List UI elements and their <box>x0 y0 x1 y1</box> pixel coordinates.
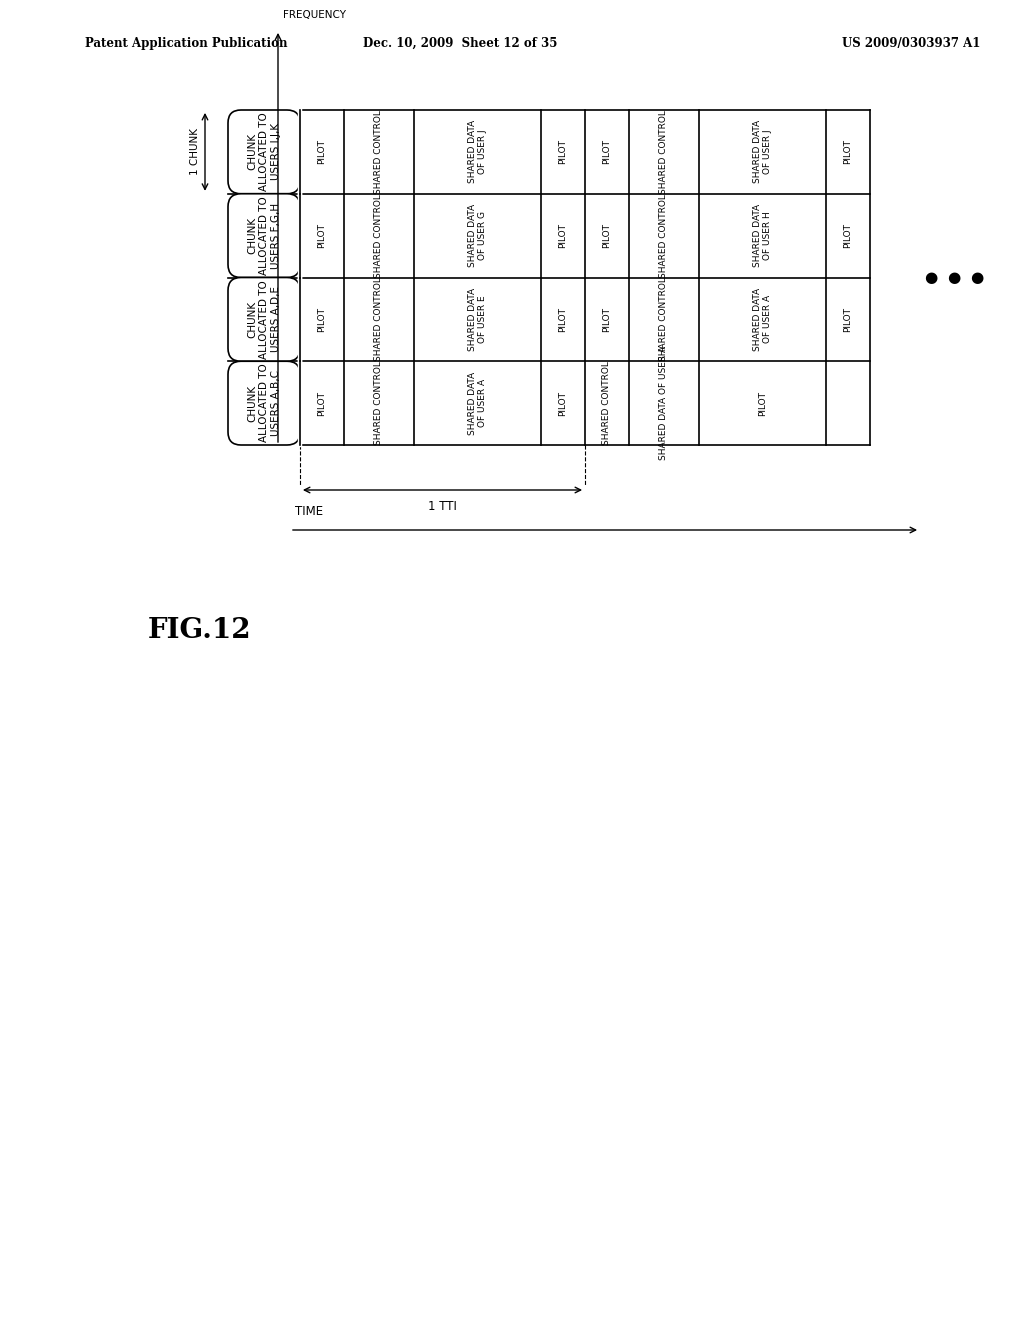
Text: Dec. 10, 2009  Sheet 12 of 35: Dec. 10, 2009 Sheet 12 of 35 <box>362 37 557 50</box>
Text: PILOT: PILOT <box>558 223 567 248</box>
Text: SHARED DATA
OF USER A: SHARED DATA OF USER A <box>468 371 487 434</box>
Text: SHARED CONTROL: SHARED CONTROL <box>375 110 383 194</box>
Text: SHARED CONTROL: SHARED CONTROL <box>659 194 669 277</box>
Text: CHUNK
ALLOCATED TO
USERS A,B,C: CHUNK ALLOCATED TO USERS A,B,C <box>248 364 281 442</box>
FancyBboxPatch shape <box>228 194 300 277</box>
Text: SHARED CONTROL: SHARED CONTROL <box>375 277 383 362</box>
Text: 1 TTI: 1 TTI <box>428 500 457 513</box>
Text: PILOT: PILOT <box>317 223 327 248</box>
Text: 1 CHUNK: 1 CHUNK <box>190 128 200 176</box>
FancyBboxPatch shape <box>228 277 300 362</box>
Text: SHARED DATA
OF USER J: SHARED DATA OF USER J <box>468 120 487 183</box>
Text: TIME: TIME <box>295 506 324 517</box>
Text: PILOT: PILOT <box>602 306 611 331</box>
Text: CHUNK
ALLOCATED TO
USERS A,D,E: CHUNK ALLOCATED TO USERS A,D,E <box>248 280 281 359</box>
Text: SHARED DATA
OF USER G: SHARED DATA OF USER G <box>468 205 487 267</box>
Text: CHUNK
ALLOCATED TO
USERS F,G,H: CHUNK ALLOCATED TO USERS F,G,H <box>248 197 281 275</box>
Text: PILOT: PILOT <box>317 391 327 416</box>
FancyBboxPatch shape <box>228 110 300 194</box>
Text: SHARED CONTROL: SHARED CONTROL <box>375 362 383 445</box>
Text: PILOT: PILOT <box>844 223 853 248</box>
Text: SHARED CONTROL: SHARED CONTROL <box>659 277 669 362</box>
Text: ●  ●  ●: ● ● ● <box>925 271 984 285</box>
Text: SHARED CONTROL: SHARED CONTROL <box>375 194 383 277</box>
Text: SHARED CONTROL: SHARED CONTROL <box>602 362 611 445</box>
Text: Patent Application Publication: Patent Application Publication <box>85 37 288 50</box>
Text: PILOT: PILOT <box>602 140 611 165</box>
Text: SHARED DATA
OF USER J: SHARED DATA OF USER J <box>753 120 772 183</box>
Text: PILOT: PILOT <box>602 223 611 248</box>
Text: PILOT: PILOT <box>558 140 567 165</box>
Text: FIG.12: FIG.12 <box>148 616 252 644</box>
Text: PILOT: PILOT <box>558 306 567 331</box>
Text: US 2009/0303937 A1: US 2009/0303937 A1 <box>842 37 980 50</box>
FancyBboxPatch shape <box>228 362 300 445</box>
Text: SHARED DATA OF USER A: SHARED DATA OF USER A <box>659 346 669 461</box>
Text: SHARED DATA
OF USER H: SHARED DATA OF USER H <box>753 205 772 267</box>
Text: PILOT: PILOT <box>844 306 853 331</box>
Text: PILOT: PILOT <box>317 306 327 331</box>
Text: PILOT: PILOT <box>844 140 853 165</box>
Text: SHARED DATA
OF USER A: SHARED DATA OF USER A <box>753 288 772 351</box>
Text: PILOT: PILOT <box>758 391 767 416</box>
Text: PILOT: PILOT <box>317 140 327 165</box>
Text: PILOT: PILOT <box>558 391 567 416</box>
Text: SHARED DATA
OF USER E: SHARED DATA OF USER E <box>468 288 487 351</box>
Text: SHARED CONTROL: SHARED CONTROL <box>659 110 669 194</box>
Text: FREQUENCY: FREQUENCY <box>283 11 346 20</box>
Text: CHUNK
ALLOCATED TO
USERS I,J,K: CHUNK ALLOCATED TO USERS I,J,K <box>248 112 281 191</box>
